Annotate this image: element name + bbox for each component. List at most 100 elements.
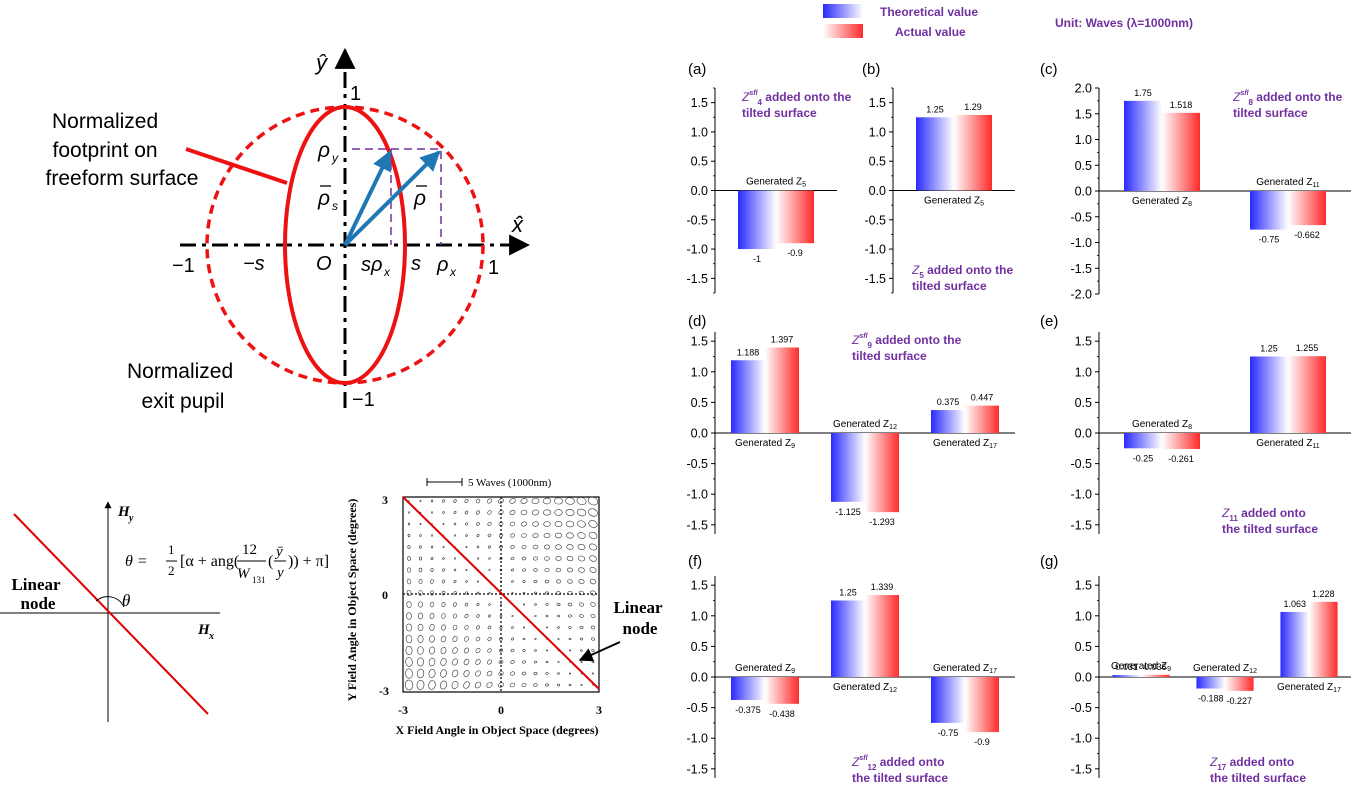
field-glyph (453, 522, 457, 526)
bar-value-label: -0.662 (1294, 230, 1320, 240)
field-glyph (407, 567, 411, 573)
field-glyph (452, 636, 458, 642)
y-tick-label: -0.5 (864, 213, 886, 227)
panel-annotation: Z17 added onto (1209, 755, 1294, 772)
svg-text:H: H (197, 622, 211, 638)
field-glyph (545, 683, 549, 687)
panel-annotation-line2: the tilted surface (1222, 522, 1318, 536)
field-glyph (488, 569, 491, 571)
field-glyph (556, 602, 561, 607)
field-glyph (463, 658, 470, 666)
y-tick-label: 0.0 (691, 427, 708, 441)
bar-chart-panels: (a) 1.5 1.0 0.5 0.0 -0.5 -1.0 -1.5 -1 -0.9 Generat… (686, 61, 1351, 785)
field-glyph (476, 510, 480, 515)
field-glyph (406, 612, 412, 620)
y-tick-label: -2.0 (1070, 288, 1092, 302)
field-glyph (580, 684, 583, 686)
bar-value-label: 1.228 (1312, 589, 1335, 599)
field-glyph (430, 556, 434, 561)
field-glyph (405, 657, 413, 667)
field-glyph (522, 637, 526, 641)
field-glyph (418, 590, 423, 596)
bar-panel-5: (f) 1.5 1.0 0.5 0.0 -0.5 -1.0 -1.5 -0.375 -0.438 G… (686, 553, 1015, 785)
panel-annotation-line2: the tilted surface (852, 771, 948, 785)
field-glyph (442, 522, 445, 526)
footprint-label: Normalized footprint on freeform surface (46, 110, 199, 190)
bar-value-label: 1.518 (1170, 100, 1193, 110)
field-glyph (579, 637, 584, 641)
field-glyph (419, 522, 422, 526)
field-glyph (543, 532, 551, 539)
field-glyph (440, 635, 447, 643)
field-glyph (417, 612, 424, 620)
field-glyph (591, 660, 595, 664)
field-glyph (498, 648, 504, 653)
y-tick-label: -1.0 (864, 243, 886, 257)
field-glyph (416, 679, 425, 691)
field-glyph (566, 555, 574, 562)
bar-value-label: 0.447 (971, 393, 994, 403)
scale-bar: 5 Waves (1000nm) (426, 477, 552, 489)
field-glyph (454, 534, 456, 537)
field-glyph (430, 568, 434, 572)
field-glyph (408, 511, 410, 514)
field-glyph (533, 671, 538, 676)
field-glyph (416, 668, 425, 679)
field-glyph (579, 614, 584, 618)
field-x-tick-2: 3 (596, 703, 602, 717)
panel-annotation: Zsfl8 added onto the (1232, 90, 1343, 107)
field-glyph (465, 534, 468, 537)
bar-value-label: -1.293 (869, 517, 895, 527)
bar-value-label: -0.261 (1168, 454, 1194, 464)
legend: Theoretical value Actual value Unit: Wav… (823, 4, 1193, 39)
panel-annotation-line2: tilted surface (742, 106, 817, 120)
field-glyph (554, 532, 563, 539)
tick-minus-one-bottom: −1 (352, 389, 375, 411)
bar-theoretical (1250, 356, 1288, 433)
field-map-glyphs (404, 496, 599, 691)
y-tick-label: 0.5 (1075, 159, 1092, 173)
field-glyph (568, 626, 572, 629)
field-y-label: Y Field Angle in Object Space (degrees) (345, 499, 359, 702)
bar-value-label: 1.29 (964, 102, 982, 112)
panel-annotation: Zsfl9 added onto the (851, 333, 962, 350)
field-glyph (555, 567, 562, 573)
field-glyph (521, 533, 527, 538)
field-glyph (544, 579, 550, 584)
field-glyph (577, 555, 586, 562)
bar-theoretical (1124, 100, 1162, 191)
field-glyph (534, 649, 537, 652)
field-glyph (430, 579, 434, 584)
panel-label: (c) (1040, 61, 1058, 78)
panel-label: (b) (862, 61, 880, 78)
panel-annotation: Z11 added onto (1221, 506, 1306, 523)
field-glyph (566, 544, 574, 550)
field-glyph (509, 498, 516, 504)
field-glyph (498, 498, 504, 504)
bar-theoretical (831, 600, 865, 677)
legend-swatch-actual (823, 24, 863, 38)
svg-text:ȳ: ȳ (274, 544, 283, 560)
panel-annotation: Z5 added onto the (911, 263, 1013, 280)
field-glyph (589, 578, 597, 585)
field-glyph (566, 532, 574, 539)
y-tick-label: 1.0 (691, 609, 708, 623)
panel-annotation-line2: the tilted surface (1210, 771, 1306, 785)
field-glyph (406, 601, 412, 608)
field-glyph (544, 556, 550, 561)
field-glyph (486, 659, 493, 665)
field-glyph (442, 557, 445, 560)
tick-one-top: 1 (350, 83, 361, 105)
tick-minus-one-left: −1 (172, 255, 195, 277)
y-tick-label: -1.5 (686, 518, 708, 532)
rho-s-label: ρ s (317, 185, 338, 213)
bar-value-label: -0.75 (938, 728, 959, 738)
field-glyph (452, 624, 458, 631)
bar-actual (765, 677, 799, 704)
node-diagram: H y H x θ Linear node θ = 1 2 [α + ang( … (0, 501, 329, 722)
field-node-label: Linear node (613, 598, 666, 638)
bar-actual (1288, 356, 1326, 433)
field-glyph (487, 510, 492, 515)
y-tick-label: 1.0 (691, 365, 708, 379)
field-glyph (440, 646, 447, 655)
